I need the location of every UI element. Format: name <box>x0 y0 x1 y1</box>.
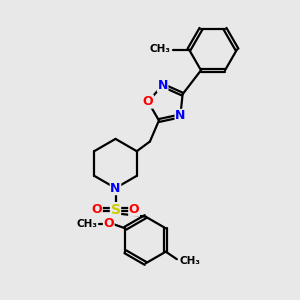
Text: O: O <box>103 217 114 230</box>
Text: CH₃: CH₃ <box>76 219 97 229</box>
Text: N: N <box>158 79 168 92</box>
Text: S: S <box>110 203 121 217</box>
Text: O: O <box>129 203 140 216</box>
Text: O: O <box>143 95 153 108</box>
Text: CH₃: CH₃ <box>149 44 170 55</box>
Text: O: O <box>92 203 102 216</box>
Text: N: N <box>175 110 185 122</box>
Text: CH₃: CH₃ <box>179 256 200 266</box>
Text: N: N <box>110 182 121 195</box>
